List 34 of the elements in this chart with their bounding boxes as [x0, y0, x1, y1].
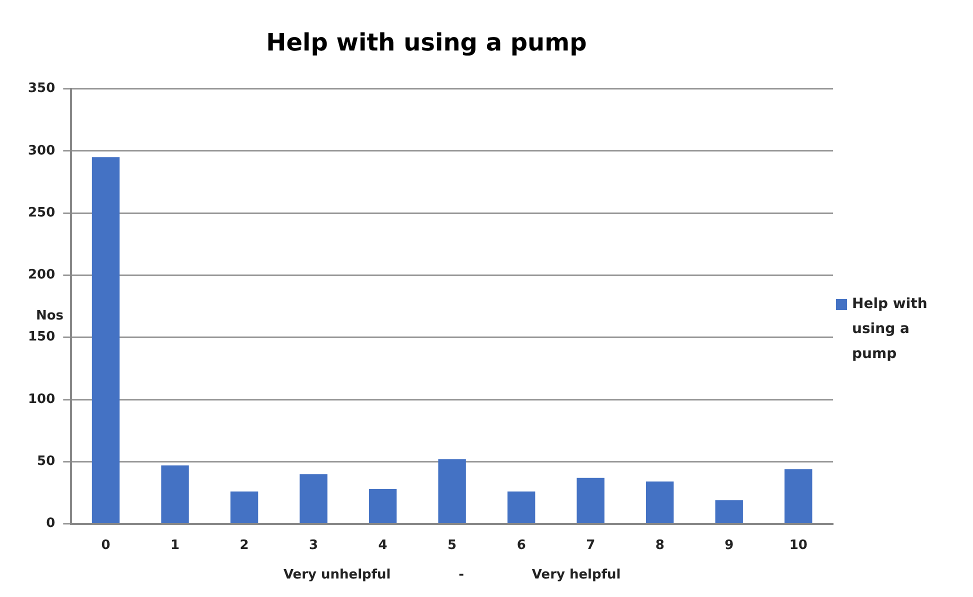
x-axis-title: Very unhelpful - Very helpful — [283, 568, 621, 583]
y-tick-label: 0 — [46, 516, 56, 532]
x-tick-label: 3 — [309, 538, 318, 553]
x-tick-label: 2 — [240, 538, 249, 553]
bar — [368, 489, 397, 524]
x-tick-label: 5 — [448, 538, 457, 553]
x-tick-label: 1 — [170, 538, 180, 553]
bar — [161, 465, 189, 524]
x-tick-label: 4 — [378, 538, 388, 553]
bar — [230, 491, 258, 524]
bar — [438, 459, 466, 524]
y-tick-label: 300 — [28, 143, 56, 158]
y-tick-label: 350 — [28, 81, 56, 96]
bar — [300, 474, 328, 524]
y-tick-label: 50 — [37, 454, 56, 470]
bar — [784, 469, 812, 524]
x-tick-label: 6 — [516, 538, 526, 553]
y-tick-label: 100 — [28, 392, 56, 407]
bar — [646, 482, 674, 524]
bar — [507, 491, 536, 524]
x-tick-label: 10 — [789, 538, 808, 553]
bar — [576, 478, 604, 524]
bar — [92, 157, 120, 524]
x-tick-label: 8 — [655, 538, 664, 553]
legend-label: Help with using a pump — [852, 295, 928, 364]
bar — [715, 500, 743, 524]
x-tick-label: 7 — [586, 538, 596, 553]
y-tick-label: 200 — [28, 268, 56, 283]
y-tick-label: 250 — [28, 205, 56, 220]
chart-title: Help with using a pump — [266, 28, 587, 57]
y-axis-title: Nos — [36, 308, 64, 324]
y-tick-label: 150 — [28, 330, 56, 345]
x-tick-label: 9 — [724, 538, 734, 553]
x-tick-label: 0 — [101, 538, 110, 553]
